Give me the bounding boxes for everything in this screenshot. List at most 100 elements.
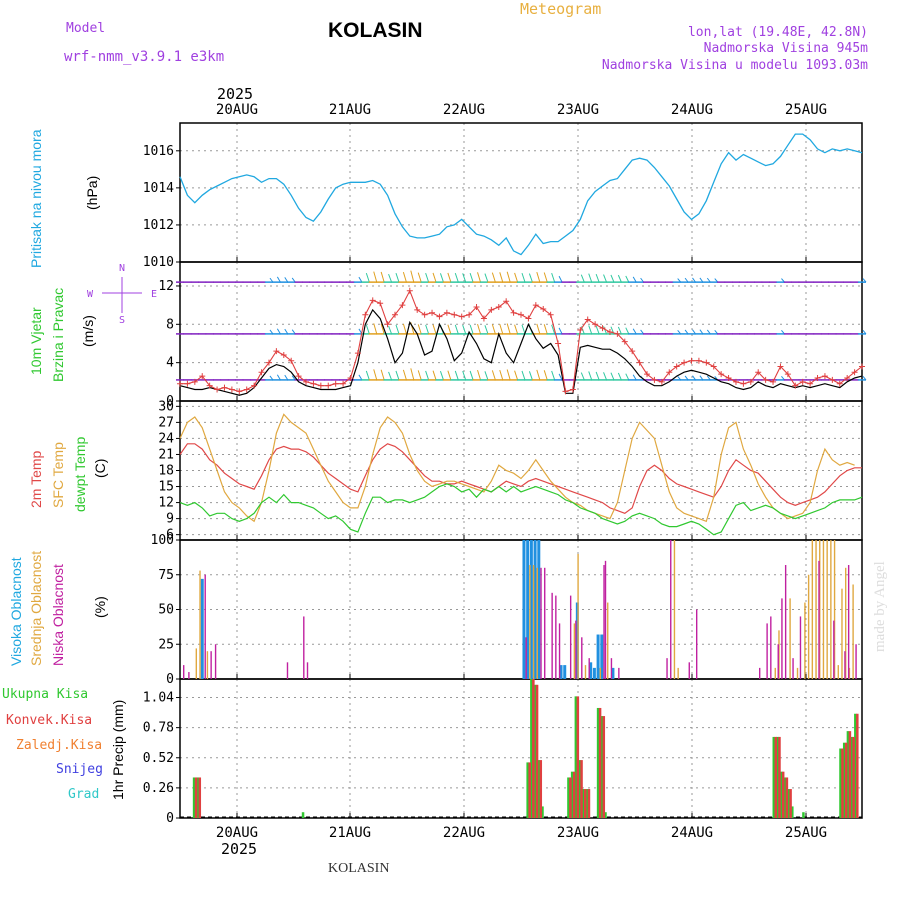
- wind-barb-flag: [402, 323, 407, 335]
- wind-barb-flag: [447, 272, 452, 283]
- wind-gust-marker: [621, 338, 628, 345]
- wind-barb-flag: [536, 271, 541, 283]
- wind-barb-flag: [454, 370, 459, 381]
- wind-gust-marker: [732, 378, 739, 385]
- wind-barb-flag: [543, 370, 548, 381]
- wind-gust-marker: [851, 369, 858, 376]
- bottom-date-label: 23AUG: [557, 825, 599, 841]
- wind-gust-marker: [184, 380, 191, 387]
- y-tick-label: 0: [166, 672, 174, 687]
- y-tick-label: 100: [151, 533, 174, 548]
- wind-gust-marker: [592, 321, 599, 328]
- temp-line-0: [179, 443, 862, 514]
- precip-bar: [854, 713, 857, 818]
- wind-barb-flag: [862, 278, 867, 283]
- wind-barb-flag: [617, 326, 622, 335]
- wind-barb-flag: [365, 324, 370, 335]
- compass-s: S: [119, 315, 125, 326]
- wind-gust-marker: [814, 374, 821, 381]
- wind-barb-flag: [410, 270, 415, 283]
- precip-bar: [802, 812, 805, 818]
- wind-gust-marker: [369, 297, 376, 304]
- wind-gust-marker: [251, 382, 258, 389]
- precip-bar: [785, 777, 789, 818]
- wind-gust-marker: [703, 359, 710, 366]
- y-tick-label: 30: [158, 399, 174, 414]
- wind-barb-flag: [417, 370, 422, 381]
- wind-barb-flag: [276, 276, 281, 283]
- wind-gust-marker: [740, 380, 747, 387]
- wind-barb-flag: [432, 272, 437, 283]
- wind-barb-flag: [284, 328, 289, 335]
- wind-barb-flag: [454, 324, 459, 335]
- wind-barb-flag: [462, 324, 467, 335]
- precip-bar: [192, 777, 196, 818]
- precip-bar: [528, 762, 531, 818]
- y-tick-label: 0: [166, 811, 174, 826]
- wind-gust-marker: [844, 374, 851, 381]
- wind-barb-flag: [632, 276, 637, 283]
- wind-barb-flag: [632, 374, 637, 381]
- wind-gust-marker: [569, 386, 576, 393]
- wind-gust-marker: [799, 378, 806, 385]
- precip-bar: [852, 736, 855, 818]
- wind-barb-flag: [603, 372, 608, 381]
- wind-barb-row: [176, 322, 867, 335]
- wind-barb-flag: [484, 273, 489, 283]
- wind-barb-flag: [610, 274, 615, 283]
- y-tick-label: 4: [166, 356, 174, 371]
- y-tick-label: 0.26: [143, 781, 174, 796]
- precip-bar: [600, 716, 604, 818]
- wind-barb-flag: [580, 274, 585, 283]
- y-tick-label: 1010: [143, 255, 174, 270]
- precip-bar: [526, 762, 529, 818]
- precip-bar: [778, 736, 781, 818]
- y-tick-label: 0.52: [143, 751, 174, 766]
- wind-barb-flag: [588, 371, 593, 381]
- wind-gust-marker: [206, 382, 213, 389]
- wind-barb-flag: [499, 369, 504, 381]
- bottom-date-label: 24AUG: [671, 825, 713, 841]
- bottom-date-label: 20AUG: [216, 825, 258, 841]
- wind-barb-flag: [477, 323, 481, 335]
- wind-barb-flag: [558, 373, 563, 381]
- precip-bar: [582, 789, 585, 818]
- wind-gust-marker: [310, 380, 317, 387]
- precip-bar: [602, 716, 606, 818]
- precip-bar: [779, 771, 783, 818]
- wind-gust-marker: [629, 348, 636, 355]
- compass-e: E: [151, 289, 157, 300]
- wind-barb-flag: [528, 273, 533, 283]
- wind-gust-marker: [555, 340, 562, 347]
- bottom-date-label: 22AUG: [443, 825, 485, 841]
- wind-gust-marker: [451, 311, 458, 318]
- wind-gust-marker: [540, 305, 547, 312]
- temp-line-2: [179, 483, 863, 536]
- wind-barb-flag: [462, 273, 467, 283]
- wind-gust-marker: [710, 363, 717, 370]
- top-date-label: 20AUG: [216, 102, 258, 118]
- legend-freezing-rain: Zaledj.Kisa: [16, 738, 103, 753]
- wind-barb-flag: [506, 323, 511, 335]
- wind-gust-marker: [236, 388, 243, 395]
- wind-gust-marker: [636, 359, 643, 366]
- wind-gust-marker: [199, 373, 206, 380]
- wind-barb-flag: [395, 324, 400, 335]
- wind-gust-marker: [651, 376, 658, 383]
- wind-barb-flag: [617, 372, 622, 381]
- wind-barb-flag: [521, 370, 526, 381]
- wind-gust-marker: [688, 357, 695, 364]
- precip-bar: [535, 684, 539, 818]
- wind-gust-marker: [784, 371, 791, 378]
- wind-gust-marker: [495, 304, 502, 311]
- wind-gust-marker: [406, 287, 413, 294]
- precip-bar: [587, 789, 591, 818]
- y-tick-label: 1.04: [143, 691, 174, 706]
- precip-bar: [789, 789, 792, 818]
- precip-bar: [791, 806, 794, 818]
- y-tick-label: 75: [158, 568, 174, 583]
- wind-barb-flag: [632, 328, 637, 335]
- wind-gust-marker: [644, 371, 651, 378]
- y-tick-label: 1016: [143, 144, 174, 159]
- wind-barb-flag: [558, 275, 563, 283]
